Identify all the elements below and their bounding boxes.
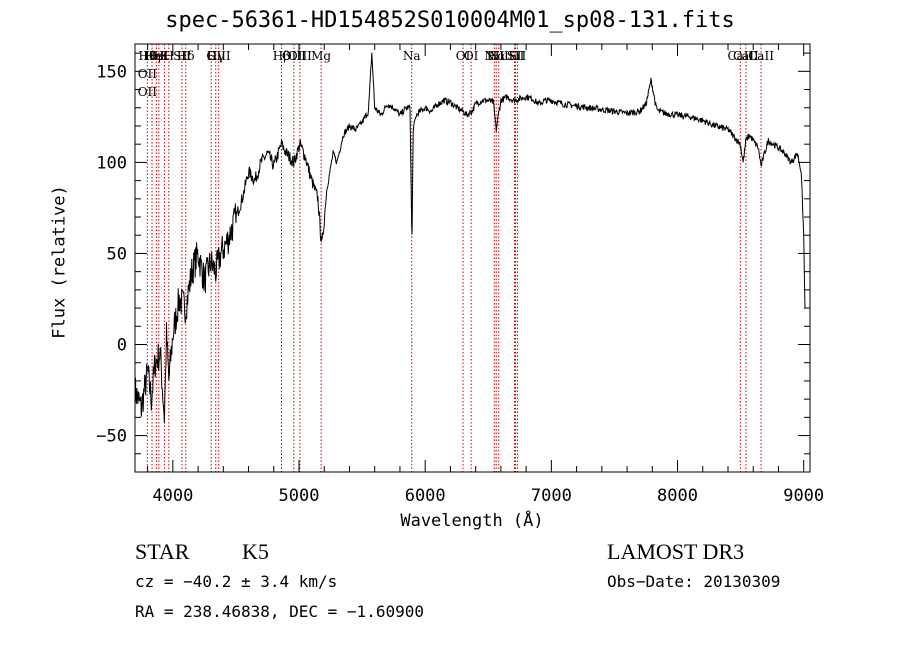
y-tick-label: 150 bbox=[96, 62, 127, 82]
y-tick-label: 100 bbox=[96, 153, 127, 173]
spectral-line-label: H bbox=[154, 49, 164, 63]
x-tick-label: 6000 bbox=[405, 486, 446, 506]
spectral-line-label: Mg bbox=[311, 49, 331, 63]
x-tick-label: 9000 bbox=[783, 486, 824, 506]
spectral-line-label: OIII bbox=[288, 49, 312, 63]
chart-title: spec-56361-HD154852S010004M01_sp08-131.f… bbox=[165, 8, 735, 33]
observation-date: Obs−Date: 20130309 bbox=[607, 572, 781, 591]
spectral-line-label: OII bbox=[138, 67, 158, 81]
survey-name: LAMOST DR3 bbox=[607, 539, 745, 564]
spectral-line-label: OIII bbox=[282, 49, 306, 63]
spectral-line-label: CaII bbox=[733, 49, 759, 63]
spectral-line-label: Hη bbox=[143, 49, 161, 63]
spectral-line-label: CaII bbox=[748, 49, 774, 63]
x-tick-label: 8000 bbox=[657, 486, 698, 506]
spectral-line-label: Li bbox=[509, 49, 521, 63]
x-axis-label: Wavelength (Å) bbox=[400, 511, 544, 531]
spectral-line-label: OII bbox=[138, 85, 158, 99]
spectral-line-label: SII bbox=[509, 49, 527, 63]
spectral-line-label: HeI bbox=[145, 49, 168, 63]
spectral-line-label: Hα bbox=[487, 49, 506, 63]
spectral-line-label: H bbox=[164, 49, 174, 63]
spectral-line-label: K bbox=[160, 49, 170, 63]
plot-frame bbox=[134, 43, 811, 473]
spectral-line-label: Hβ bbox=[273, 49, 290, 63]
spectral-line-label: OI bbox=[456, 49, 471, 63]
spectral-line-label: Hγ bbox=[207, 49, 225, 63]
x-tick-label: 4000 bbox=[152, 486, 193, 506]
x-tick-label: 5000 bbox=[279, 486, 320, 506]
spectral-line-label: CaII bbox=[727, 49, 753, 63]
spectral-line-label: NII bbox=[484, 49, 504, 63]
spectral-line-label: SII bbox=[507, 49, 525, 63]
spectral-line-label: Na bbox=[403, 49, 421, 63]
spectral-line-label: OI bbox=[464, 49, 479, 63]
spectrum-line bbox=[134, 52, 806, 423]
spectral-line-label: G bbox=[206, 49, 216, 63]
y-tick-label: 0 bbox=[117, 336, 127, 356]
x-tick-label: 7000 bbox=[531, 486, 572, 506]
spectral-line-label: SII bbox=[173, 49, 191, 63]
spectral-line-label: Hθ bbox=[139, 49, 157, 63]
redshift-cz: cz = −40.2 ± 3.4 km/s bbox=[135, 572, 338, 591]
spectral-line-label: NII bbox=[489, 49, 509, 63]
spectral-line-label: Hδ bbox=[177, 49, 195, 63]
object-subclass: K5 bbox=[242, 539, 269, 564]
spectral-line-label: OIII bbox=[207, 49, 231, 63]
object-class: STAR bbox=[135, 539, 190, 564]
ra-dec-coordinates: RA = 238.46838, DEC = −1.60900 bbox=[135, 602, 424, 621]
y-axis-label: Flux (relative) bbox=[49, 185, 70, 339]
y-tick-label: 50 bbox=[107, 244, 127, 264]
y-tick-label: −50 bbox=[96, 427, 127, 447]
